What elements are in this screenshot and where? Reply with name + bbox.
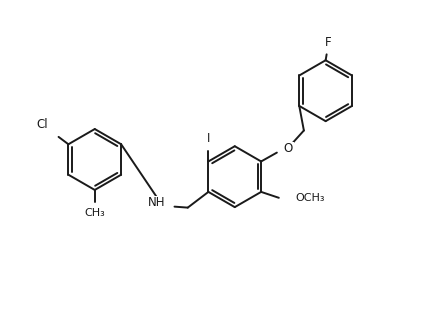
Text: NH: NH — [148, 196, 166, 209]
Text: OCH₃: OCH₃ — [295, 193, 325, 203]
Text: I: I — [207, 132, 210, 145]
Text: CH₃: CH₃ — [84, 208, 105, 218]
Text: F: F — [325, 36, 331, 49]
Text: Cl: Cl — [36, 118, 48, 131]
Text: O: O — [284, 142, 293, 155]
